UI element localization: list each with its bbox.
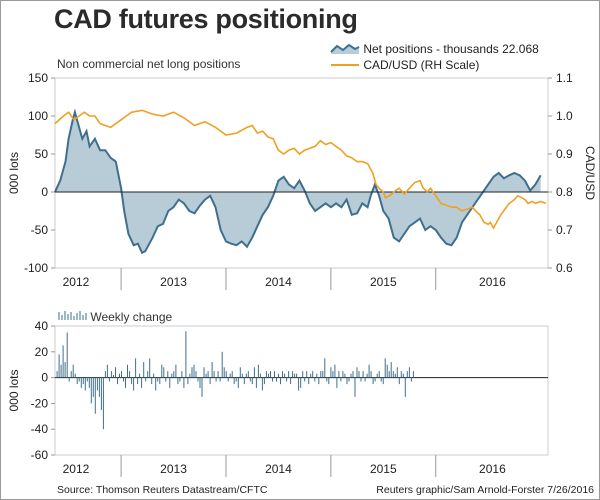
bottom-y-axis-label: 000 lots <box>7 369 21 411</box>
bottom-x-tick-label: 2014 <box>265 462 292 476</box>
top-y-tick-label: 50 <box>35 147 49 161</box>
footer-source: Source: Thomson Reuters Datastream/CFTC <box>57 484 268 496</box>
top-x-tick-label: 2014 <box>265 275 292 289</box>
bottom-y-tick-label: 40 <box>35 319 49 333</box>
legend-weekly-change: Weekly change <box>57 310 172 324</box>
legend-net-positions: Net positions - thousands 22.068 <box>330 42 539 56</box>
top-y-tick-label: -100 <box>24 261 48 275</box>
bottom-plot-border <box>54 325 549 456</box>
top-x-tick-label: 2013 <box>160 275 187 289</box>
top-y2-tick-label: 1.1 <box>556 71 573 85</box>
legend-cad-swatch <box>331 64 359 66</box>
legend-cad-label: CAD/USD (RH Scale) <box>363 58 480 72</box>
bottom-y-tick-label: -20 <box>31 396 49 410</box>
top-y2-tick-label: 0.6 <box>556 261 573 275</box>
top-y-tick-label: 150 <box>28 71 48 85</box>
top-y2-axis-label: CAD/USD <box>583 146 597 200</box>
bottom-x-tick-label: 2016 <box>479 462 506 476</box>
top-y-tick-label: 0 <box>41 185 48 199</box>
bottom-x-tick-label: 2013 <box>160 462 187 476</box>
top-y2-tick-label: 0.7 <box>556 223 573 237</box>
legend-net-label: Net positions - thousands 22.068 <box>363 42 539 56</box>
net-positions-area <box>55 112 541 253</box>
top-y-axis-label: 000 lots <box>7 152 21 194</box>
top-y2-tick-label: 1.0 <box>556 109 573 123</box>
bottom-y-tick-label: -40 <box>31 422 49 436</box>
top-plot-border <box>54 77 549 269</box>
footer-credit: Reuters graphic/Sam Arnold-Forster 7/26/… <box>376 484 594 496</box>
legend-cad-usd: CAD/USD (RH Scale) <box>330 58 479 72</box>
bottom-x-tick-label: 2015 <box>370 462 397 476</box>
top-x-tick-label: 2012 <box>63 275 90 289</box>
legend-net-swatch <box>330 43 360 54</box>
bottom-y-tick-label: 0 <box>41 371 48 385</box>
net-positions-line <box>54 108 542 255</box>
bottom-x-tick-label: 2012 <box>63 462 90 476</box>
top-panel-subtitle: Non commercial net long positions <box>57 57 241 71</box>
bottom-y-tick-label: 20 <box>35 345 49 359</box>
cad-usd-line <box>54 109 547 230</box>
legend-weekly-swatch <box>58 311 87 320</box>
bottom-y-tick-label: -60 <box>31 448 49 462</box>
top-y-tick-label: -50 <box>31 223 49 237</box>
top-x-tick-label: 2015 <box>370 275 397 289</box>
top-y2-tick-label: 0.8 <box>556 185 573 199</box>
top-y2-tick-label: 0.9 <box>556 147 573 161</box>
chart-title: CAD futures positioning <box>54 4 358 34</box>
top-x-tick-label: 2016 <box>479 275 506 289</box>
top-y-tick-label: 100 <box>28 109 48 123</box>
legend-weekly-label: Weekly change <box>90 310 173 324</box>
